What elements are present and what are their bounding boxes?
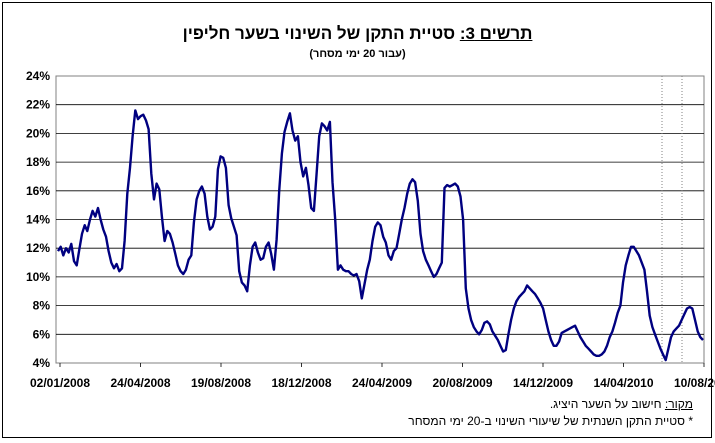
y-axis: 4% 6% 8% 10% 12% 14% 16% 18% 20% 22% 24% (26, 69, 50, 370)
y-tick-label: 6% (33, 327, 51, 341)
y-tick-label: 24% (26, 69, 50, 83)
x-tick-label: 14/12/2009 (513, 376, 573, 390)
title-main: סטיית התקן של השינוי בשער חליפין (182, 24, 456, 43)
source-note: מקור: חישוב על השער היציג. (550, 397, 693, 411)
y-tick-label: 14% (26, 213, 50, 227)
x-tick-label: 18/12/2008 (271, 376, 331, 390)
y-tick-label: 8% (33, 299, 51, 313)
chart-subtitle: (עבור 20 ימי מסחר) (309, 48, 406, 60)
source-text: חישוב על השער היציג. (549, 397, 662, 411)
source-label: מקור: (664, 397, 693, 411)
y-tick-label: 4% (33, 356, 51, 370)
x-tick-label: 02/01/2008 (30, 376, 90, 390)
grid-lines (56, 104, 704, 335)
chart-frame (2, 2, 712, 438)
x-tick-label: 24/04/2009 (352, 376, 412, 390)
title-prefix: תרשים 3: (459, 24, 533, 43)
y-tick-label: 12% (26, 241, 50, 255)
y-tick-label: 16% (26, 184, 50, 198)
x-tick-label: 10/08/2010 (674, 376, 715, 390)
chart-title: תרשים 3: סטיית התקן של השינוי בשער חליפי… (0, 24, 715, 44)
x-tick-label: 19/08/2008 (191, 376, 251, 390)
x-tick-label: 20/08/2009 (432, 376, 492, 390)
x-tick-label: 14/04/2010 (593, 376, 653, 390)
y-tick-label: 18% (26, 155, 50, 169)
y-tick-label: 22% (26, 98, 50, 112)
y-tick-label: 10% (26, 270, 50, 284)
x-axis: 02/01/2008 24/04/2008 19/08/2008 18/12/2008… (30, 363, 715, 390)
series-line (56, 109, 704, 362)
y-tick-label: 20% (26, 126, 50, 140)
x-tick-label: 24/04/2008 (110, 376, 170, 390)
footnote: * סטיית התקן השנתית של שיעורי השינוי ב-2… (408, 414, 693, 428)
